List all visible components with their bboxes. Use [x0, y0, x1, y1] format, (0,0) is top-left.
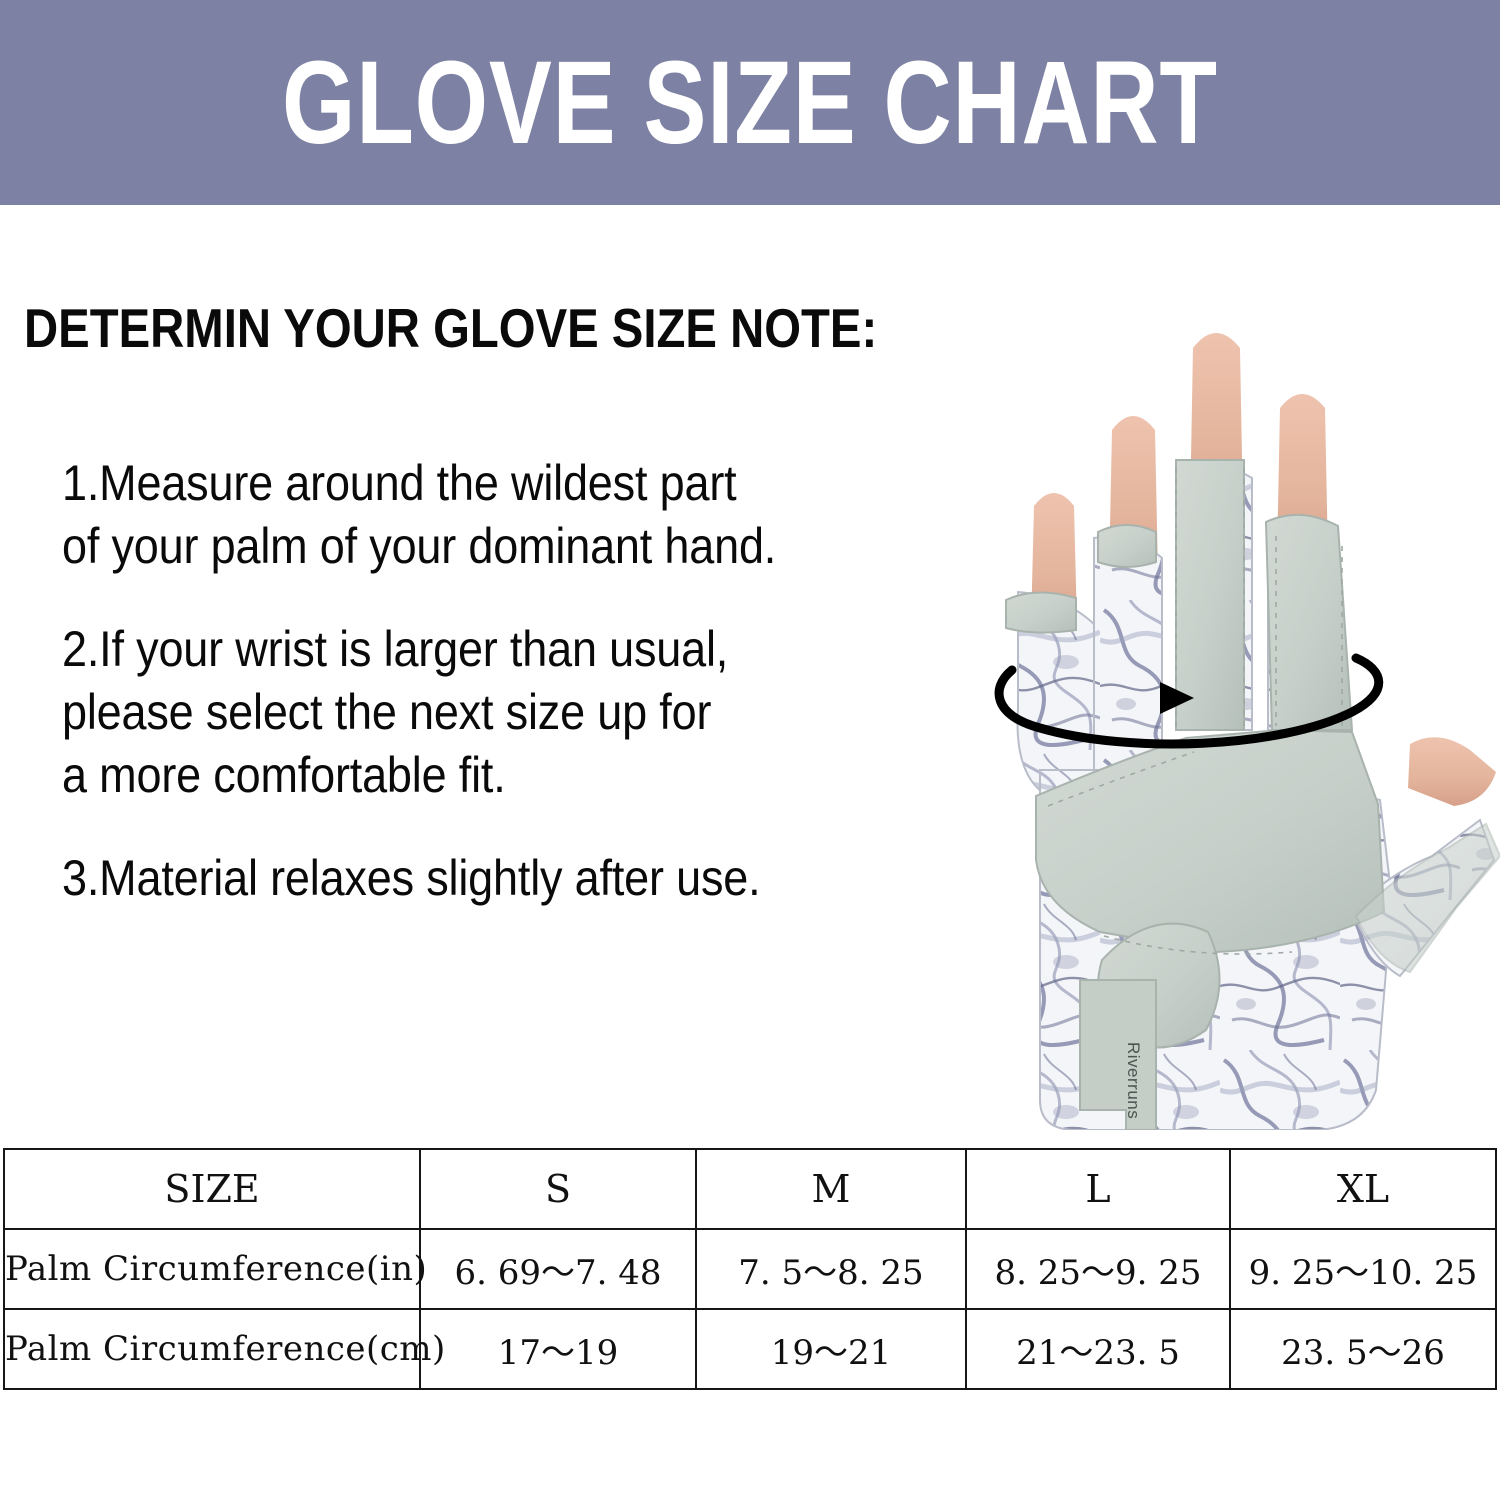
size-table: SIZE S M L XL Palm Circumference(in) 6. … — [3, 1148, 1497, 1390]
header-cell-m: M — [695, 1148, 967, 1230]
cell-palm-cm-s: 17～19 — [419, 1308, 697, 1390]
row-label-palm-cm: Palm Circumference(cm) — [3, 1308, 445, 1390]
header-cell-xl: XL — [1229, 1148, 1497, 1230]
size-table-container: SIZE S M L XL Palm Circumference(in) 6. … — [3, 1148, 1497, 1390]
table-header-row: SIZE S M L XL — [3, 1148, 1497, 1230]
palm-panel — [1035, 728, 1386, 954]
header-banner: GLOVE SIZE CHART — [0, 0, 1500, 205]
note-item-3: 3.Material relaxes slightly after use. — [62, 850, 761, 906]
cell-palm-cm-l: 21～23. 5 — [965, 1308, 1231, 1390]
stitch-line-index — [1275, 536, 1343, 726]
arrowhead-icon — [1160, 682, 1194, 714]
cell-palm-in-m: 7. 5～8. 25 — [695, 1228, 967, 1310]
cell-palm-in-xl: 9. 25～10. 25 — [1229, 1228, 1497, 1310]
header-cell-l: L — [965, 1148, 1231, 1230]
brand-tab-label: Riverruns — [1124, 1042, 1143, 1119]
thumb-fingertip — [1408, 737, 1496, 806]
table-row-palm-cm: Palm Circumference(cm) 17～19 19～21 21～23… — [3, 1308, 1497, 1390]
stitch-line-palm-lower — [1103, 935, 1293, 955]
glove-body: Riverruns — [1005, 459, 1500, 1130]
page-title: GLOVE SIZE CHART — [282, 36, 1218, 169]
palm-circumference-arrow — [994, 653, 1384, 749]
note-list: 1.Measure around the wildest part of you… — [62, 452, 1022, 950]
header-cell-s: S — [419, 1148, 697, 1230]
thumb-sleeve — [1354, 822, 1500, 974]
pinky-cuff — [1005, 591, 1077, 634]
cell-palm-in-l: 8. 25～9. 25 — [965, 1228, 1231, 1310]
cell-palm-cm-m: 19～21 — [695, 1308, 967, 1390]
cell-palm-in-s: 6. 69～7. 48 — [419, 1228, 697, 1310]
ring-glove-camo — [1093, 535, 1163, 771]
cell-palm-cm-xl: 23. 5～26 — [1229, 1308, 1497, 1390]
header-cell-size: SIZE — [3, 1148, 421, 1230]
index-finger-panel — [1264, 513, 1354, 731]
note-section-heading: DETERMIN YOUR GLOVE SIZE NOTE: — [24, 297, 878, 359]
ring-cuff — [1097, 524, 1157, 568]
note-item-2: 2.If your wrist is larger than usual, pl… — [62, 621, 729, 803]
brand-tab: Riverruns — [1079, 979, 1157, 1130]
glove-illustration: Riverruns — [994, 333, 1500, 1130]
table-row-palm-in: Palm Circumference(in) 6. 69～7. 48 7. 5～… — [3, 1228, 1497, 1310]
middle-finger-panel — [1175, 459, 1245, 731]
row-label-palm-in: Palm Circumference(in) — [3, 1228, 427, 1310]
glove-product-image: Riverruns — [980, 300, 1500, 1130]
note-item-1: 1.Measure around the wildest part of you… — [62, 455, 777, 574]
